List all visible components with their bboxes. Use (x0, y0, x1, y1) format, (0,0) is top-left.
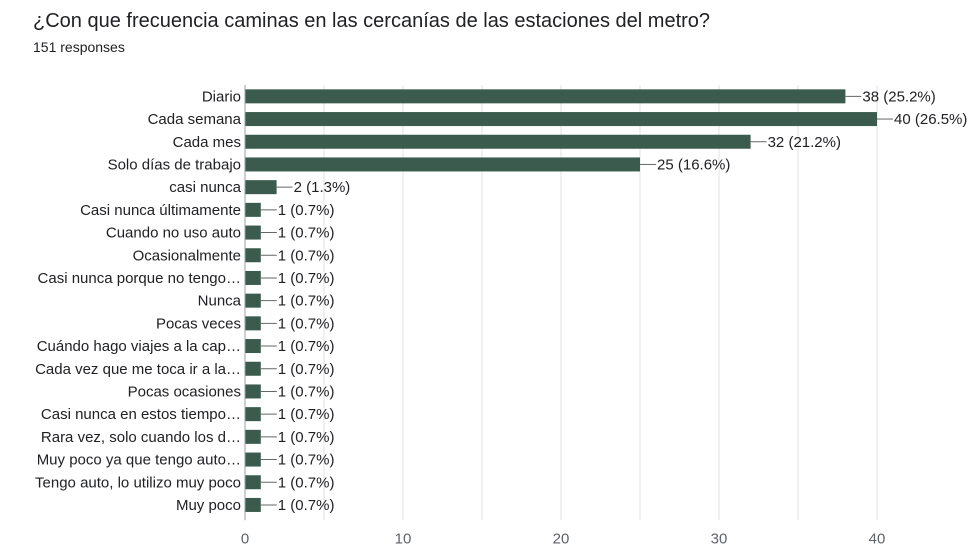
category-label: Ocasionalmente (133, 247, 241, 264)
bar (245, 89, 846, 104)
category-label: Pocas veces (156, 315, 241, 332)
value-label: 1 (0.7%) (278, 383, 335, 400)
category-label: Cada semana (148, 111, 242, 128)
bar (245, 407, 261, 422)
category-label: Casi nunca últimamente (80, 202, 241, 219)
category-label: Solo días de trabajo (108, 156, 241, 173)
value-label: 1 (0.7%) (278, 474, 335, 491)
bar (245, 452, 261, 467)
category-label: Muy poco (176, 497, 241, 514)
value-label: 1 (0.7%) (278, 429, 335, 446)
bar (245, 293, 261, 308)
category-label: Tengo auto, lo utilizo muy poco (35, 474, 241, 491)
bar (245, 475, 261, 490)
value-label: 2 (1.3%) (294, 179, 351, 196)
bar (245, 202, 261, 217)
bar (245, 157, 640, 172)
response-count: 151 responses (33, 39, 125, 55)
category-label: Diario (202, 88, 241, 105)
category-label: Cada vez que me toca ir a la… (35, 361, 241, 378)
chart-title: ¿Con que frecuencia caminas en las cerca… (33, 10, 711, 32)
category-label: Nunca (198, 293, 242, 310)
x-tick-label: 10 (395, 530, 412, 547)
value-label: 38 (25.2%) (862, 88, 935, 105)
category-label: Muy poco ya que tengo auto… (37, 452, 241, 469)
bar (245, 384, 261, 399)
value-label: 25 (16.6%) (657, 156, 730, 173)
bar (245, 361, 261, 376)
value-label: 1 (0.7%) (278, 452, 335, 469)
category-label: Rara vez, solo cuando los d… (41, 429, 241, 446)
category-label: Casi nunca en estos tiempo… (41, 406, 241, 423)
value-label: 1 (0.7%) (278, 247, 335, 264)
bar (245, 180, 277, 195)
bar (245, 134, 751, 149)
value-label: 1 (0.7%) (278, 270, 335, 287)
bar (245, 112, 877, 127)
category-label: Cada mes (173, 134, 241, 151)
x-tick-label: 0 (241, 530, 249, 547)
category-label: Cuando no uso auto (106, 225, 241, 242)
value-label: 40 (26.5%) (894, 111, 967, 128)
bar (245, 497, 261, 512)
category-label: casi nunca (169, 179, 241, 196)
bar (245, 225, 261, 240)
x-tick-label: 40 (869, 530, 886, 547)
x-tick-label: 20 (553, 530, 570, 547)
bar (245, 248, 261, 263)
bar (245, 429, 261, 444)
x-tick-label: 30 (711, 530, 728, 547)
value-label: 1 (0.7%) (278, 315, 335, 332)
value-label: 1 (0.7%) (278, 225, 335, 242)
value-label: 1 (0.7%) (278, 293, 335, 310)
category-label: Casi nunca porque no tengo… (38, 270, 241, 287)
bar (245, 339, 261, 354)
bar (245, 316, 261, 331)
value-label: 1 (0.7%) (278, 361, 335, 378)
value-label: 1 (0.7%) (278, 202, 335, 219)
value-label: 1 (0.7%) (278, 406, 335, 423)
bar (245, 270, 261, 285)
value-label: 1 (0.7%) (278, 338, 335, 355)
value-label: 32 (21.2%) (768, 134, 841, 151)
category-label: Cuándo hago viajes a la cap… (37, 338, 241, 355)
value-label: 1 (0.7%) (278, 497, 335, 514)
category-label: Pocas ocasiones (128, 383, 241, 400)
